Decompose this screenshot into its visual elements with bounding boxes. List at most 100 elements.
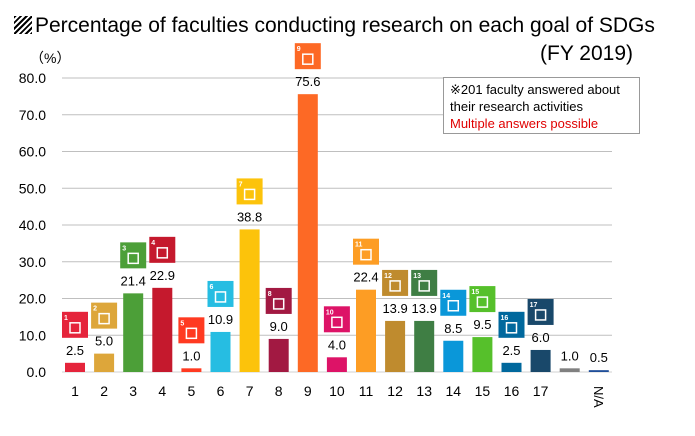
y-tick-label: 0.0 (27, 364, 47, 380)
sdg-icon-pictogram (505, 322, 518, 334)
sdg-icon-pictogram (69, 322, 81, 334)
sdg-icon-number: 12 (384, 273, 392, 280)
x-tick-label: 1 (71, 383, 79, 399)
bar (559, 368, 580, 372)
y-tick-label: 20.0 (19, 291, 46, 307)
x-tick-label: 16 (504, 383, 520, 399)
y-tick-label: 70.0 (19, 107, 46, 123)
bar (356, 289, 376, 372)
sdg-icon-number: 9 (297, 46, 301, 53)
sdg-icon-number: 6 (210, 284, 214, 291)
x-tick-label: 13 (416, 383, 432, 399)
sdg-icon-number: 7 (239, 181, 243, 188)
y-tick-label: 10.0 (19, 327, 46, 343)
data-label: 1.0 (182, 348, 200, 363)
data-label: 8.5 (444, 321, 462, 336)
sdg-icon-pictogram (389, 280, 401, 292)
x-tick-label: 10 (329, 383, 345, 399)
data-label: 13.9 (412, 301, 437, 316)
y-tick-label: 80.0 (19, 70, 46, 86)
data-label: 38.8 (237, 209, 262, 224)
sdg-icon-number: 11 (355, 242, 363, 249)
y-tick-label: 30.0 (19, 254, 46, 270)
sdg-icon-pictogram (360, 248, 372, 261)
chart-subtitle: (FY 2019) (540, 42, 633, 65)
data-label: 22.9 (150, 268, 175, 283)
sdg-icon-number: 14 (442, 293, 450, 300)
data-label: 75.6 (295, 74, 320, 89)
bar (326, 357, 347, 372)
sdg-icon-number: 15 (471, 289, 479, 296)
data-label: 13.9 (382, 301, 407, 316)
bar (297, 94, 318, 373)
sdg-icon-pictogram (127, 252, 139, 265)
x-tick-label: 2 (100, 383, 108, 399)
sdg-icon-pictogram (331, 316, 343, 329)
bar (501, 362, 522, 372)
sdg-icon-pictogram (418, 280, 430, 292)
chart-title: Percentage of faculties conducting resea… (14, 14, 655, 38)
y-tick-label: 50.0 (19, 180, 46, 196)
sdg-icon-number: 5 (180, 320, 184, 327)
sdg-icon-number: 10 (326, 309, 334, 316)
bar (530, 349, 551, 372)
note-line-2: their research activities (450, 99, 583, 114)
sdg-icon-number: 16 (501, 315, 509, 322)
data-label: 1.0 (561, 348, 579, 363)
sdg-icon-pictogram (302, 53, 314, 65)
x-tick-label: N/A (591, 386, 606, 408)
y-axis-label: （%） (30, 50, 70, 66)
data-label: 2.5 (502, 343, 520, 358)
x-tick-label: 7 (246, 383, 254, 399)
bar (94, 353, 115, 372)
data-label: 22.4 (353, 270, 378, 285)
sdg-icon-pictogram (214, 291, 227, 303)
data-label: 9.0 (270, 319, 288, 334)
data-label: 21.4 (121, 273, 146, 288)
bar (443, 340, 464, 372)
x-tick-label: 4 (158, 383, 166, 399)
bar (210, 331, 231, 372)
x-tick-label: 17 (533, 383, 549, 399)
title-text: Percentage of faculties conducting resea… (35, 14, 655, 37)
x-tick-label: 8 (275, 383, 283, 399)
bar (181, 368, 202, 372)
x-tick-label: 5 (188, 383, 196, 399)
sdg-icon-number: 2 (93, 306, 97, 313)
note-line-3: Multiple answers possible (450, 116, 599, 131)
bar (472, 337, 493, 372)
x-tick-label: 3 (129, 383, 137, 399)
x-tick-label: 15 (475, 383, 491, 399)
data-label: 2.5 (66, 343, 84, 358)
note-line-1: ※201 faculty answered about (450, 82, 620, 97)
bar (268, 338, 289, 372)
bar (65, 362, 85, 372)
x-tick-label: 14 (446, 383, 462, 399)
x-tick-label: 9 (304, 383, 312, 399)
bar (414, 320, 435, 372)
sdg-icon-number: 4 (151, 240, 155, 247)
sdg-icon-pictogram (185, 327, 198, 340)
data-label: 5.0 (95, 334, 113, 349)
x-tick-label: 12 (387, 383, 403, 399)
bar (588, 370, 609, 372)
sdg-icon-pictogram (156, 247, 169, 259)
sdg-icon-pictogram (476, 296, 489, 308)
sdg-icon-number: 13 (413, 273, 421, 280)
sdg-icon-pictogram (534, 309, 547, 321)
sdg-icon-pictogram (272, 298, 285, 310)
data-label: 0.5 (590, 350, 608, 365)
sdg-icon-number: 3 (122, 245, 126, 252)
y-tick-label: 60.0 (19, 144, 46, 160)
bar (239, 229, 260, 372)
x-tick-label: 11 (359, 383, 374, 399)
title-bullet-icon (14, 16, 32, 34)
data-label: 6.0 (532, 330, 550, 345)
sdg-icon-pictogram (243, 188, 256, 201)
note-box: ※201 faculty answered about their resear… (443, 77, 640, 134)
x-tick-label: 6 (217, 383, 225, 399)
sdg-icon-pictogram (447, 300, 460, 312)
sdg-icon-number: 17 (530, 302, 538, 309)
